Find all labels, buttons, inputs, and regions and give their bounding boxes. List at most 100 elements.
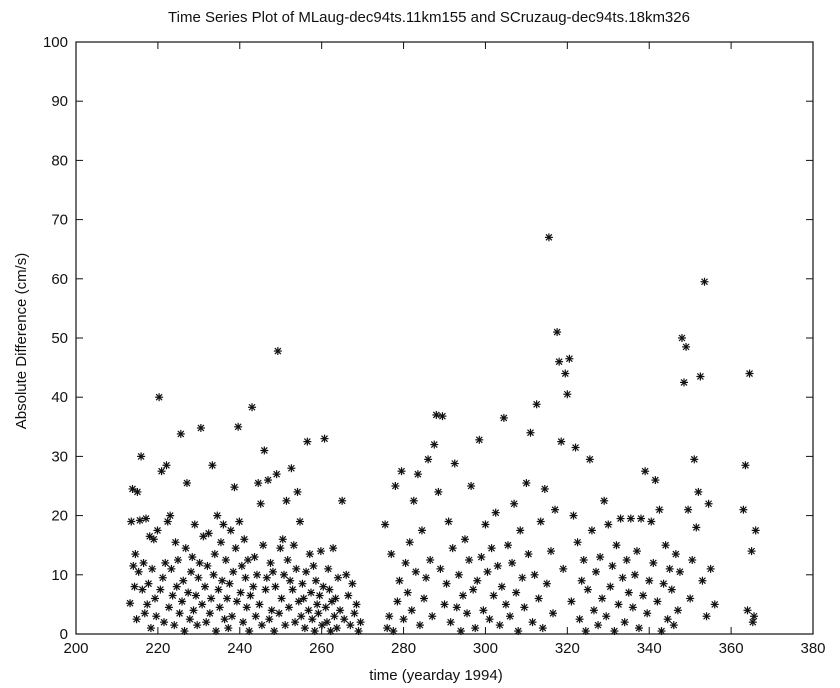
data-point (289, 541, 298, 550)
data-point (661, 541, 670, 550)
data-point (266, 558, 275, 567)
data-point (577, 576, 586, 585)
data-point (242, 603, 251, 612)
data-point (544, 233, 553, 242)
data-point (751, 526, 760, 535)
data-point (130, 582, 139, 591)
data-point (350, 609, 359, 618)
data-point (698, 576, 707, 585)
data-point (686, 594, 695, 603)
data-point (160, 618, 169, 627)
data-point (438, 412, 447, 421)
data-point (424, 455, 433, 464)
data-point (565, 354, 574, 363)
data-point (559, 564, 568, 573)
data-point (399, 615, 408, 624)
data-point (348, 579, 357, 588)
data-point (166, 511, 175, 520)
data-point (395, 576, 404, 585)
data-point (322, 618, 331, 627)
data-point (326, 627, 335, 636)
data-point (704, 499, 713, 508)
data-point (506, 612, 515, 621)
data-point (270, 627, 279, 636)
data-point (655, 505, 664, 514)
data-point (706, 564, 715, 573)
data-point (167, 564, 176, 573)
data-point (463, 609, 472, 618)
data-point (267, 606, 276, 615)
data-point (663, 615, 672, 624)
data-point (383, 624, 392, 633)
data-point (299, 594, 308, 603)
data-point (249, 582, 258, 591)
data-point (204, 529, 213, 538)
data-point (675, 567, 684, 576)
x-tick-label: 340 (637, 640, 662, 657)
data-point (620, 618, 629, 627)
data-point (477, 553, 486, 562)
data-point (479, 606, 488, 615)
data-point (634, 624, 643, 633)
data-point (748, 618, 757, 627)
data-point (184, 588, 193, 597)
data-point (210, 550, 219, 559)
data-point (422, 573, 431, 582)
data-point (696, 372, 705, 381)
data-point (442, 579, 451, 588)
data-point (522, 479, 531, 488)
data-point (234, 422, 243, 431)
data-point (690, 455, 699, 464)
data-point (536, 517, 545, 526)
data-point (273, 347, 282, 356)
data-point (194, 573, 203, 582)
data-point (295, 517, 304, 526)
data-point (434, 487, 443, 496)
data-point (641, 467, 650, 476)
x-tick-label: 380 (800, 640, 825, 657)
data-point (133, 487, 142, 496)
data-point (411, 567, 420, 576)
y-tick-label: 10 (51, 567, 68, 584)
data-point (231, 544, 240, 553)
data-point (649, 558, 658, 567)
data-point (303, 437, 312, 446)
data-point (532, 400, 541, 409)
data-point (286, 576, 295, 585)
data-point (325, 585, 334, 594)
data-point (329, 544, 338, 553)
data-point (487, 544, 496, 553)
data-point (700, 277, 709, 286)
data-point (207, 594, 216, 603)
data-point (284, 603, 293, 612)
data-point (403, 588, 412, 597)
data-point (138, 585, 147, 594)
y-tick-label: 30 (51, 448, 68, 465)
data-point (526, 428, 535, 437)
data-point (516, 526, 525, 535)
data-point (340, 615, 349, 624)
data-point (639, 591, 648, 600)
data-point (127, 517, 136, 526)
data-point (198, 600, 207, 609)
data-point (571, 443, 580, 452)
data-point (608, 561, 617, 570)
data-point (614, 600, 623, 609)
data-point (520, 603, 529, 612)
data-point (647, 517, 656, 526)
data-point (149, 535, 158, 544)
data-point (220, 615, 229, 624)
data-point (446, 618, 455, 627)
data-point (432, 410, 441, 419)
y-tick-label: 0 (60, 626, 68, 643)
data-point (393, 597, 402, 606)
data-point (405, 538, 414, 547)
data-point (162, 461, 171, 470)
data-point (579, 556, 588, 564)
data-point (260, 446, 269, 455)
data-point (196, 423, 205, 432)
data-point (452, 603, 461, 612)
data-point (557, 437, 566, 446)
data-point (218, 576, 227, 585)
data-point (283, 556, 292, 564)
